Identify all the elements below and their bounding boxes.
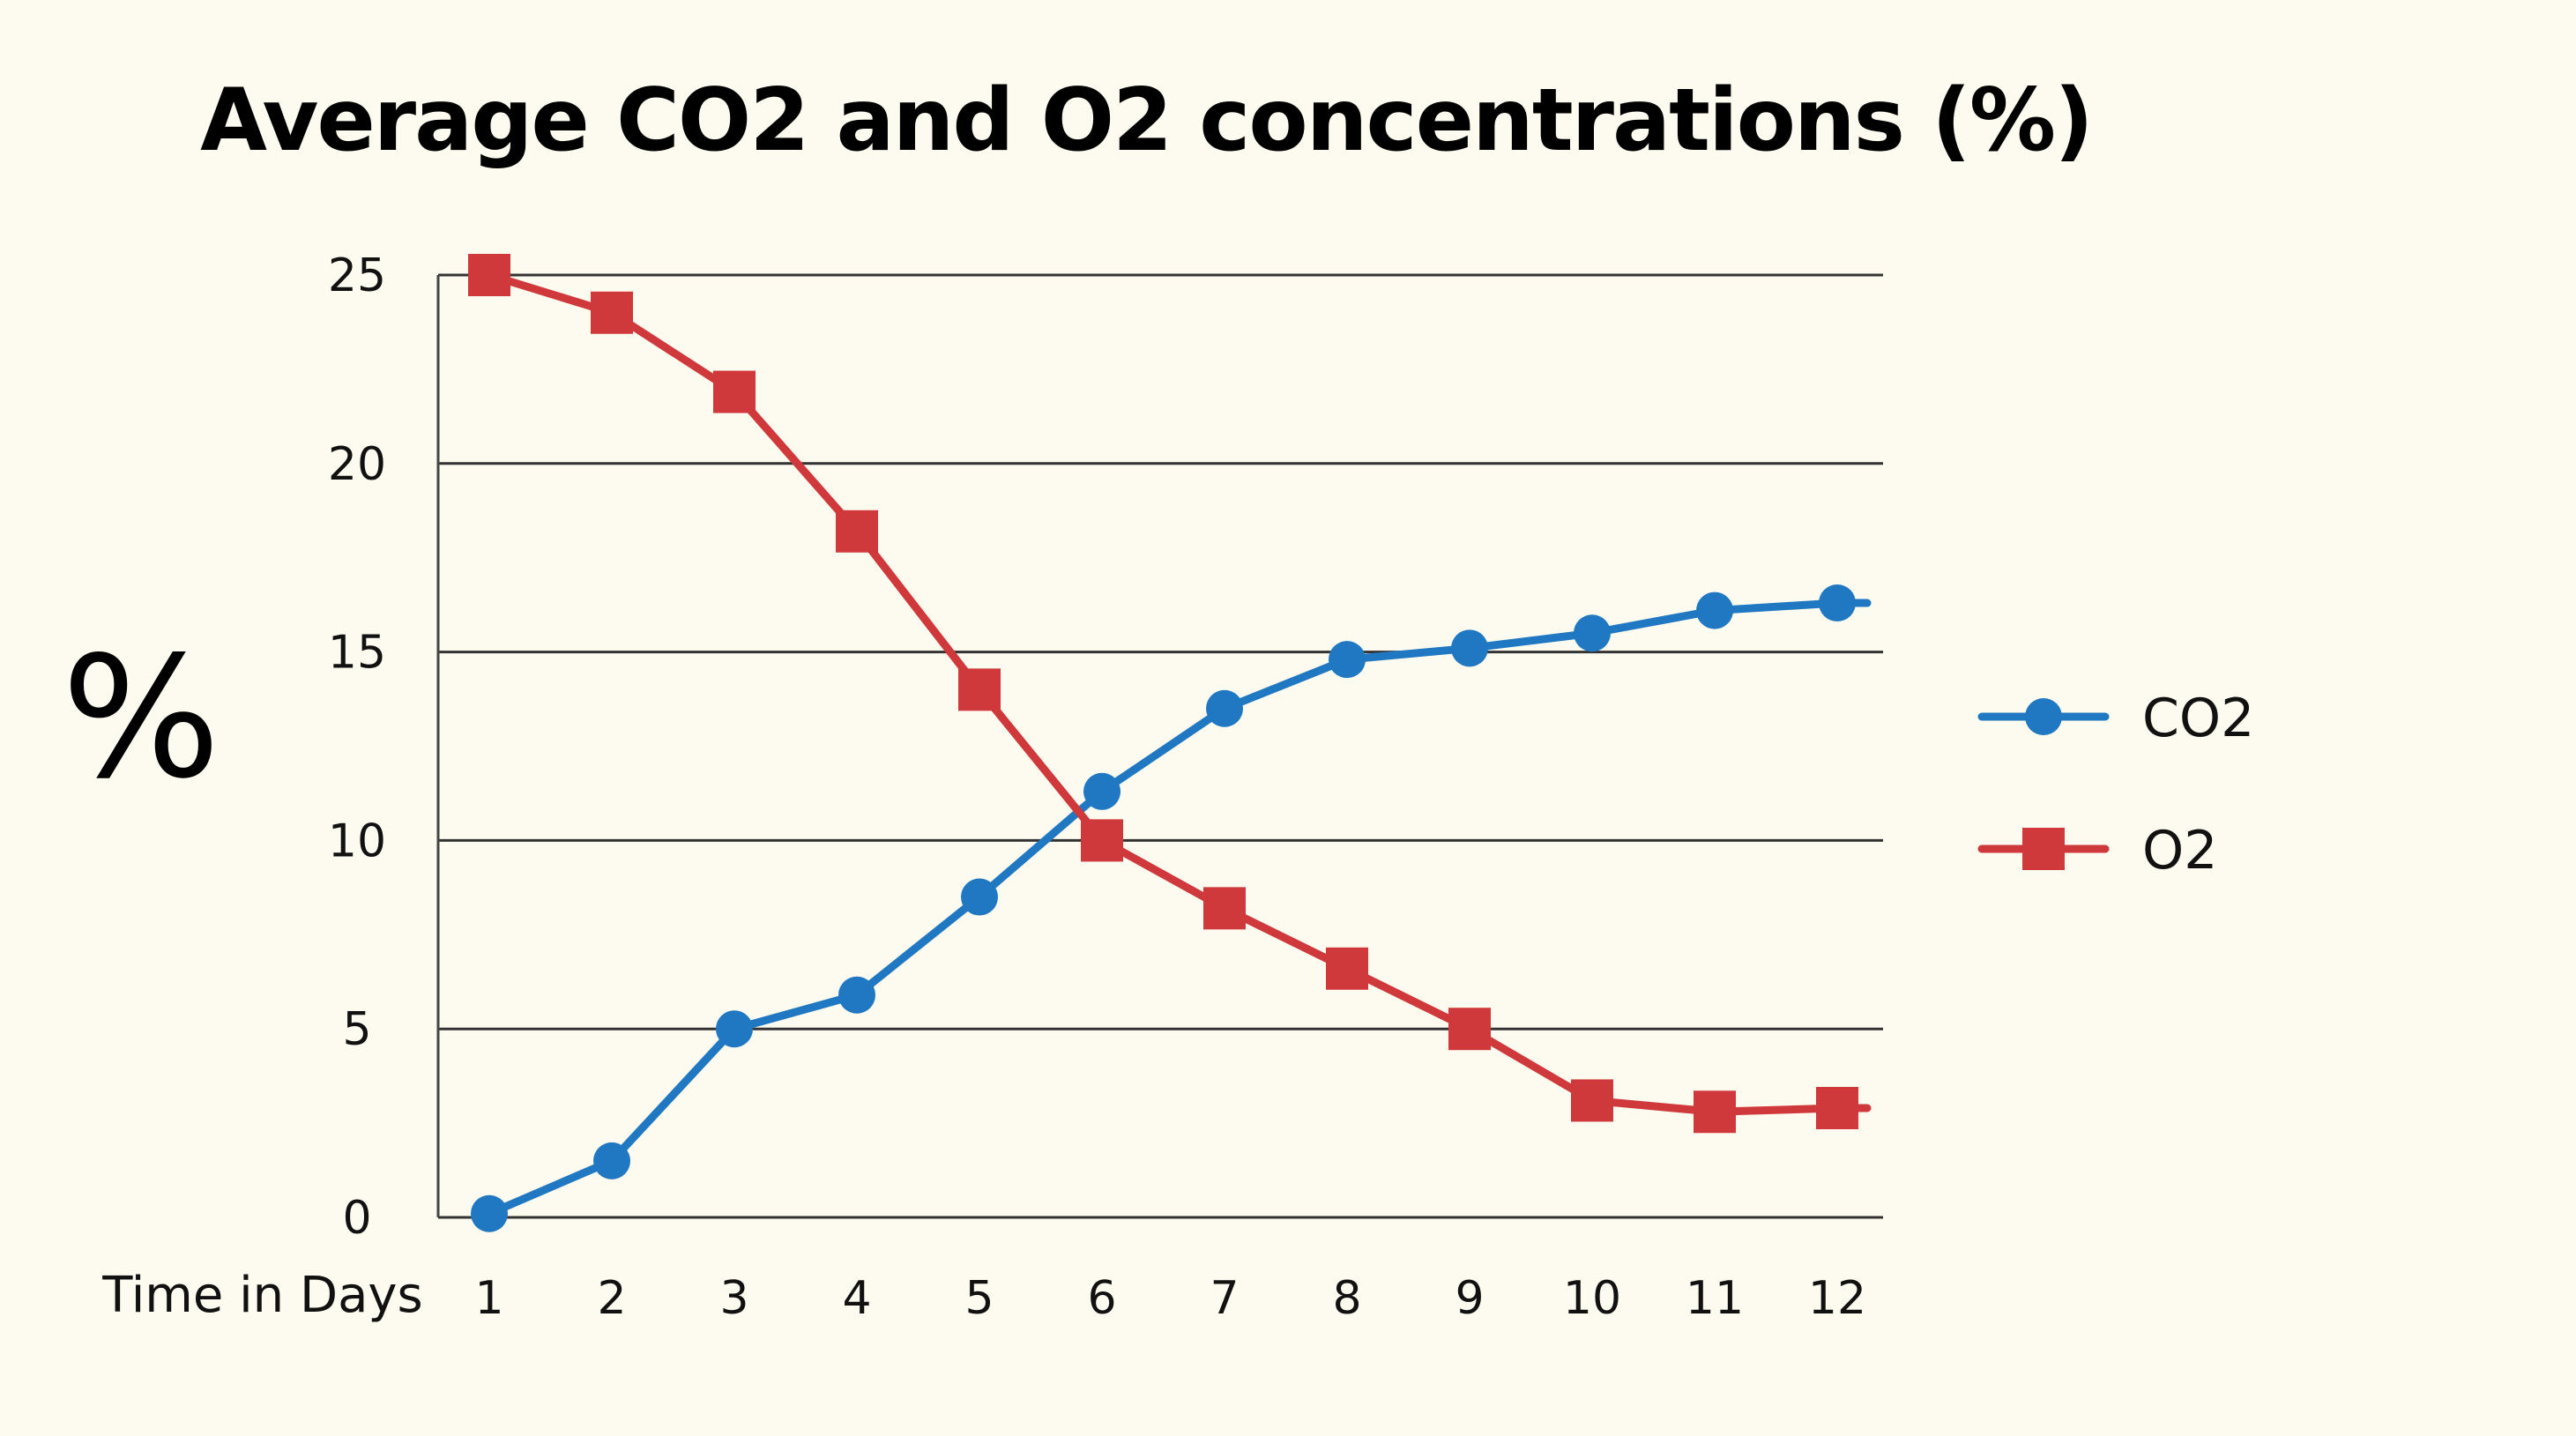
x-tick-label: 1 [474, 1272, 503, 1325]
data-point-o2-7 [1203, 887, 1246, 930]
data-point-o2-10 [1571, 1079, 1613, 1122]
data-point-o2-5 [958, 668, 1001, 711]
x-tick-label: 10 [1563, 1272, 1621, 1325]
data-point-o2-6 [1081, 819, 1123, 862]
data-point-o2-9 [1448, 1008, 1491, 1051]
legend-marker-co2 [2025, 698, 2062, 735]
gridlines [436, 273, 1883, 1219]
data-point-co2-10 [1574, 614, 1611, 652]
x-tick-label: 12 [1808, 1272, 1866, 1325]
data-point-co2-5 [961, 878, 998, 916]
x-tick-label: 9 [1455, 1272, 1484, 1325]
y-tick-label: 25 [328, 249, 386, 302]
data-point-o2-1 [468, 254, 510, 296]
x-tick-label: 7 [1210, 1272, 1239, 1325]
data-point-o2-3 [713, 370, 756, 413]
data-point-co2-9 [1451, 629, 1488, 667]
data-point-o2-12 [1816, 1086, 1858, 1129]
legend-label-co2: CO2 [2142, 688, 2254, 749]
legend: CO2 O2 [1977, 688, 2254, 882]
data-point-co2-1 [471, 1194, 508, 1232]
data-point-co2-8 [1329, 641, 1366, 679]
data-point-o2-4 [836, 510, 878, 553]
y-axis-label: % [62, 621, 221, 815]
series-line-o2 [485, 271, 1872, 1116]
data-point-co2-11 [1696, 592, 1733, 629]
data-point-o2-11 [1694, 1090, 1736, 1134]
series-line-co2 [485, 599, 1872, 1218]
y-tick-label: 15 [328, 627, 386, 680]
legend-marker-o2 [2022, 828, 2065, 870]
data-point-co2-3 [716, 1010, 753, 1048]
data-point-o2-8 [1326, 947, 1368, 990]
data-point-co2-4 [838, 976, 875, 1014]
x-tick-label: 8 [1332, 1272, 1361, 1325]
x-tick-label: 4 [842, 1272, 871, 1325]
data-point-co2-6 [1083, 772, 1120, 810]
x-axis-label: Time in Days [101, 1267, 422, 1324]
data-point-co2-2 [593, 1142, 630, 1179]
legend-label-o2: O2 [2142, 820, 2217, 882]
data-point-co2-7 [1206, 689, 1243, 727]
x-tick-label: 2 [597, 1272, 626, 1325]
x-tick-label: 6 [1087, 1272, 1116, 1325]
y-tick-label: 0 [342, 1192, 371, 1245]
series-lines [468, 254, 1872, 1232]
x-tick-label: 11 [1686, 1272, 1744, 1325]
y-tick-label: 20 [328, 438, 386, 491]
data-point-o2-2 [591, 291, 633, 334]
x-tick-label: 5 [964, 1272, 994, 1325]
y-tick-label: 10 [328, 815, 386, 867]
chart-title: Average CO2 and O2 concentrations (%) [200, 71, 2092, 171]
y-tick-label: 5 [342, 1003, 371, 1056]
data-point-co2-12 [1819, 584, 1856, 622]
x-tick-label: 3 [719, 1272, 748, 1325]
